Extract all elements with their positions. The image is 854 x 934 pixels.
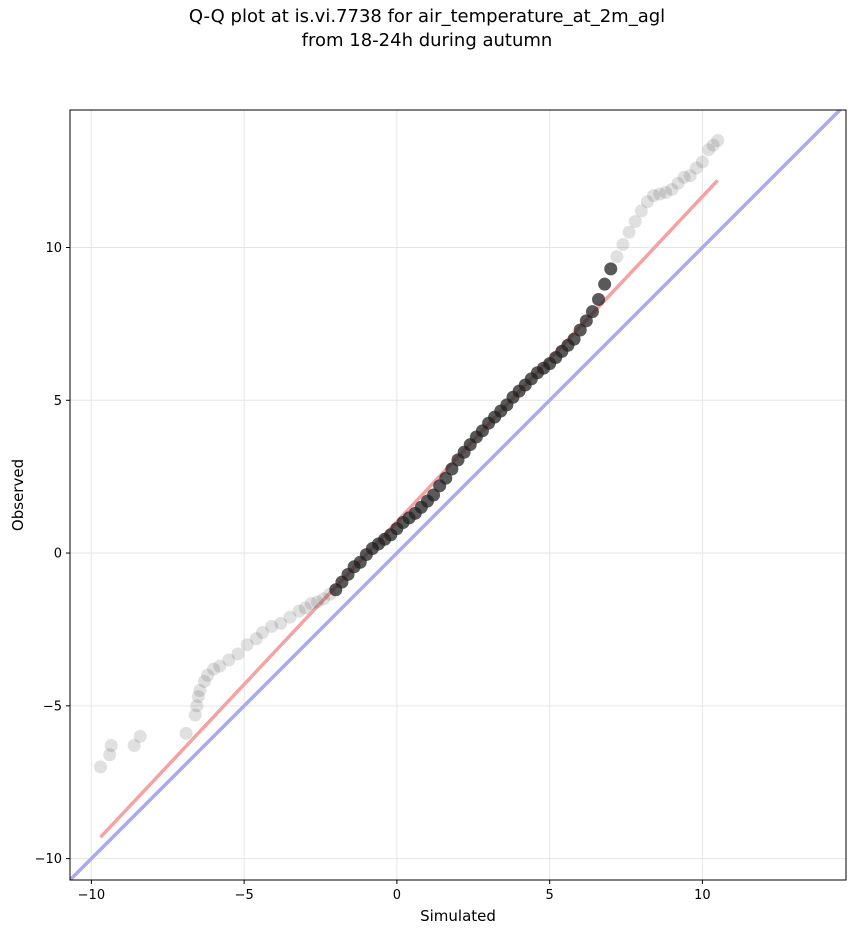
quantile-point — [702, 143, 716, 157]
y-tick-label: 10 — [45, 241, 62, 256]
quantile-point — [265, 619, 279, 633]
x-axis-ticks: −10 −5 0 5 10 — [78, 880, 711, 903]
quantile-point — [439, 471, 453, 485]
y-tick-label: 5 — [54, 394, 62, 409]
x-tick-label: 0 — [393, 888, 401, 903]
quantile-point — [711, 134, 725, 148]
quantile-point — [653, 187, 667, 201]
fit-line-layer — [99, 179, 719, 839]
y-axis-ticks: −10 −5 0 5 10 — [35, 241, 70, 867]
quantile-point — [683, 169, 697, 183]
identity-line-layer — [70, 110, 843, 880]
quantile-point — [249, 632, 263, 646]
quantile-point — [585, 305, 599, 319]
quantile-point — [179, 726, 193, 740]
quantile-point — [133, 729, 147, 743]
x-tick-label: 10 — [694, 888, 711, 903]
quantile-point — [103, 748, 117, 762]
quantile-point — [604, 262, 618, 276]
quantile-point — [197, 674, 211, 688]
points-layer — [94, 134, 725, 774]
quantile-point — [188, 708, 202, 722]
quantile-point — [298, 601, 312, 615]
chart-title: Q-Q plot at is.vi.7738 for air_temperatu… — [188, 6, 666, 27]
x-tick-label: −5 — [235, 888, 254, 903]
quantile-point — [274, 616, 288, 630]
y-axis-label: Observed — [9, 459, 27, 531]
quantile-point — [598, 277, 612, 291]
x-tick-label: −10 — [78, 888, 105, 903]
quantile-point — [706, 138, 720, 152]
quantile-point — [127, 739, 141, 753]
quantile-point — [592, 292, 606, 306]
quantile-point — [659, 186, 673, 199]
y-tick-label: −5 — [43, 699, 62, 714]
quantile-point — [689, 161, 703, 175]
quantile-point — [317, 592, 331, 606]
quantile-point — [231, 647, 245, 661]
quantile-point — [616, 237, 630, 251]
y-tick-label: −10 — [35, 852, 62, 867]
quantile-point — [573, 323, 587, 337]
quantile-point — [283, 610, 297, 624]
quantile-point — [292, 604, 306, 618]
quantile-point — [240, 638, 254, 652]
quantile-point — [427, 488, 441, 502]
quantile-point — [628, 215, 642, 229]
quantile-point — [304, 596, 318, 610]
x-tick-label: 5 — [546, 888, 554, 903]
quantile-point — [640, 195, 654, 209]
quantile-point — [213, 659, 227, 673]
quantile-point — [567, 332, 581, 346]
quantile-point — [579, 314, 593, 328]
quantile-point — [207, 662, 221, 676]
quantile-point — [610, 250, 624, 264]
quantile-point — [622, 225, 636, 239]
quantile-point — [665, 182, 679, 196]
chart-subtitle: from 18-24h during autumn — [301, 30, 553, 51]
y-tick-label: 0 — [54, 547, 62, 562]
quantile-point — [190, 699, 204, 713]
quantile-point — [193, 684, 207, 698]
quantile-point — [104, 739, 118, 753]
quantile-point — [695, 155, 709, 169]
quantile-point — [191, 690, 205, 704]
quantile-point — [671, 176, 685, 190]
quantile-point — [445, 462, 459, 476]
plot-area — [70, 110, 843, 880]
quantile-point — [255, 626, 269, 639]
axes-frame — [69, 109, 847, 881]
quantile-point — [647, 189, 661, 203]
quantile-point — [634, 204, 648, 218]
quantile-point — [222, 653, 236, 667]
grid — [70, 110, 846, 880]
fit-line — [99, 179, 719, 839]
quantile-point — [94, 760, 108, 774]
quantile-point — [310, 595, 324, 609]
quantile-point — [200, 668, 214, 682]
x-axis-label: Simulated — [420, 907, 496, 925]
quantile-point — [677, 170, 691, 184]
identity-line — [70, 110, 843, 880]
